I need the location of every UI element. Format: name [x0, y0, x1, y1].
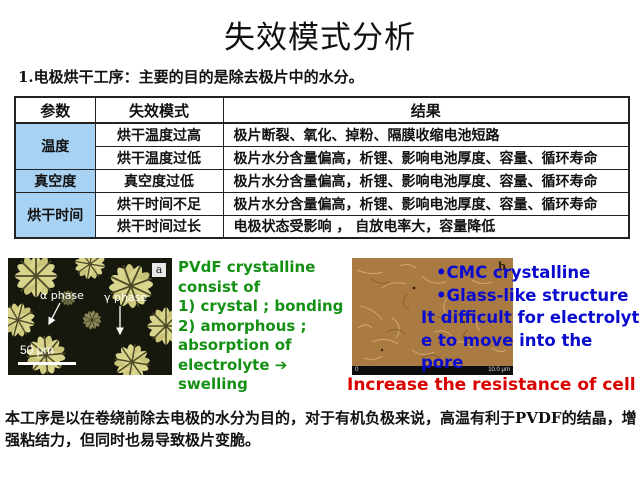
annotation-line: •Glass-like structure [436, 285, 629, 305]
footer-paragraph: 本工序是以在卷绕前除去电极的水分为目的，对于有机负极来说，高温有利于PVDF的结… [5, 409, 637, 449]
afm-scale-max: 10.0 μm [488, 367, 510, 373]
annotation-line: PVdF crystalline [178, 258, 316, 276]
col-header-parameter: 参数 [14, 96, 96, 124]
col-header-failure-mode: 失效模式 [94, 96, 224, 124]
afm-scale-min: 0 [355, 367, 359, 373]
alpha-phase-label: α phase [40, 289, 84, 302]
cmc-afm-image: b 0 10.0 μm [352, 258, 513, 375]
pvdf-micrograph-art [8, 258, 172, 375]
table-row: 烘干时间过长 电极状态受影响 ， 自放电率大，容量降低 [15, 214, 630, 239]
afm-scale-bar: 0 10.0 μm [352, 366, 513, 375]
pvdf-micrograph-image: α phase γ phase a 50 μm [8, 258, 172, 375]
panel-b-label: b [498, 260, 506, 273]
mode-cell: 烘干时间不足 [94, 191, 224, 216]
mode-cell: 烘干温度过低 [94, 145, 224, 170]
failure-mode-table: 参数 失效模式 结果 温度 烘干温度过高 极片断裂、氧化、掉粉、隔膜收缩电池短路… [14, 96, 630, 239]
scale-bar-label: 50 μm [20, 343, 54, 357]
table-header-row: 参数 失效模式 结果 [14, 96, 630, 124]
table-row: 温度 烘干温度过高 极片断裂、氧化、掉粉、隔膜收缩电池短路 [14, 122, 630, 170]
gamma-phase-label: γ phase [104, 291, 148, 304]
result-cell: 极片断裂、氧化、掉粉、隔膜收缩电池短路 [222, 122, 630, 147]
annotation-line: absorption of [178, 336, 292, 354]
result-cell: 极片水分含量偏高，析锂、影响电池厚度、容量、循环寿命 [222, 168, 630, 193]
param-cell-drying-time: 烘干时间 [14, 191, 96, 239]
page-title: 失效模式分析 [224, 20, 416, 56]
section-heading: 1.电极烘干工序：主要的目的是除去极片中的水分。 [18, 68, 364, 86]
result-cell: 极片水分含量偏高，析锂、影响电池厚度、容量、循环寿命 [222, 191, 630, 216]
resistance-caption: Increase the resistance of cell [347, 375, 636, 395]
mode-cell: 真空度过低 [94, 168, 224, 193]
annotation-line: electrolyte ➔ swelling [178, 355, 288, 394]
table-row: 烘干温度过低 极片水分含量偏高，析锂、影响电池厚度、容量、循环寿命 [15, 145, 630, 170]
col-header-result: 结果 [222, 96, 630, 124]
panel-a-label: a [152, 263, 166, 277]
annotation-line: •CMC crystalline [436, 263, 591, 282]
mode-cell: 烘干温度过高 [94, 122, 224, 147]
pvdf-annotation: PVdF crystalline consist of 1) crystal ;… [178, 258, 350, 395]
param-cell-temperature: 温度 [14, 122, 96, 170]
annotation-line: consist of [178, 277, 261, 296]
mode-cell: 烘干时间过长 [94, 214, 224, 239]
table-row: 烘干时间 烘干时间不足 极片水分含量偏高，析锂、影响电池厚度、容量、循环寿命 [14, 191, 630, 239]
cmc-annotation: •CMC crystalline •Glass-like structure I… [421, 262, 640, 375]
annotation-line: e to move into the pore [421, 330, 593, 373]
table-row: 真空度 真空度过低 极片水分含量偏高，析锂、影响电池厚度、容量、循环寿命 [14, 168, 630, 193]
scale-bar [18, 362, 76, 365]
param-cell-vacuum: 真空度 [14, 168, 96, 193]
result-cell: 极片水分含量偏高，析锂、影响电池厚度、容量、循环寿命 [222, 145, 630, 170]
annotation-line: 1) crystal ; bonding [178, 297, 344, 315]
cmc-afm-art [352, 258, 513, 375]
annotation-line: It difficult for electrolyt [421, 308, 640, 327]
annotation-line: 2) amorphous ; [178, 316, 307, 335]
result-cell: 电极状态受影响 ， 自放电率大，容量降低 [222, 214, 630, 239]
